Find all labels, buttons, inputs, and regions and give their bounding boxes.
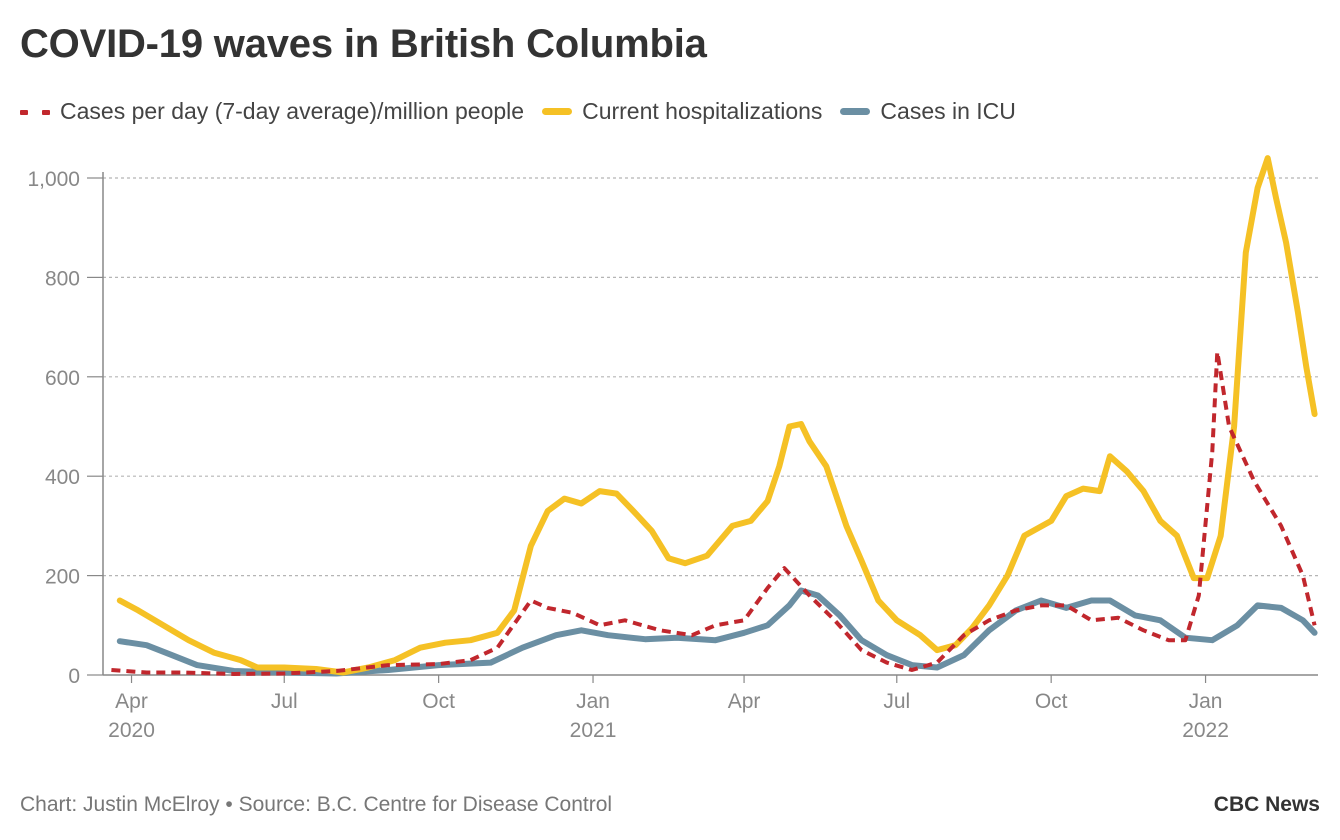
x-tick-year-label: 2022 (1182, 719, 1229, 742)
x-tick-label: Jul (883, 690, 910, 713)
x-tick-label: Apr (115, 690, 148, 713)
chart-legend: Cases per day (7-day average)/million pe… (20, 98, 1034, 125)
legend-label-hospitalizations: Current hospitalizations (582, 98, 823, 124)
y-tick-label: 600 (45, 367, 80, 390)
x-tick-label: Jan (1189, 690, 1223, 713)
legend-item-cases: Cases per day (7-day average)/million pe… (20, 98, 524, 125)
chart-title: COVID-19 waves in British Columbia (20, 22, 707, 66)
chart-source-note: Chart: Justin McElroy • Source: B.C. Cen… (20, 793, 613, 816)
chart-series (111, 155, 1318, 677)
y-tick-label: 400 (45, 466, 80, 489)
y-tick-label: 0 (68, 665, 80, 688)
x-tick-label: Oct (1035, 690, 1068, 713)
legend-item-hospitalizations: Current hospitalizations (542, 98, 822, 125)
x-tick-label: Jan (576, 690, 610, 713)
legend-swatch-cases (20, 107, 50, 117)
x-tick-label: Oct (422, 690, 455, 713)
series-line-hospitalizations (116, 155, 1318, 676)
legend-swatch-hospitalizations (542, 108, 573, 115)
legend-swatch-icu (840, 108, 871, 115)
x-tick-label: Jul (271, 690, 298, 713)
brand-logo-text: CBC News (1213, 793, 1320, 816)
legend-label-icu: Cases in ICU (880, 98, 1016, 124)
y-tick-label: 1,000 (27, 168, 80, 191)
x-tick-year-label: 2021 (570, 719, 617, 742)
legend-item-icu: Cases in ICU (840, 98, 1016, 125)
legend-label-cases: Cases per day (7-day average)/million pe… (60, 98, 525, 124)
series-line-icu (116, 587, 1318, 677)
y-tick-label: 800 (45, 267, 80, 290)
chart-axes: 0 200 400 600 800 1,000 Apr 2020 Jul Oct Jan 2021 Ap… (27, 168, 1318, 742)
x-tick-label: Apr (728, 690, 761, 713)
y-tick-label: 200 (45, 566, 80, 589)
chart-grid (103, 177, 1318, 577)
series-line-cases (111, 349, 1317, 676)
x-tick-year-label: 2020 (108, 719, 155, 742)
